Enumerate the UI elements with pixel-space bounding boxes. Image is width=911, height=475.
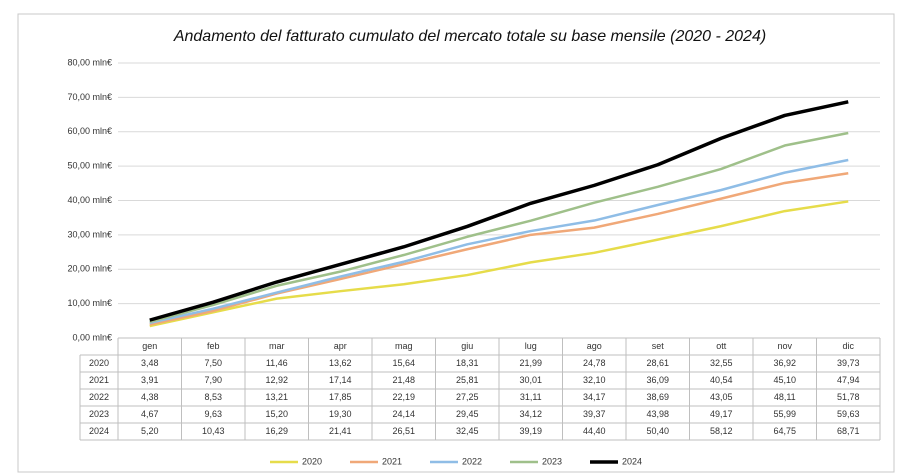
x-tick-label: ago [587, 341, 602, 351]
x-tick-label: mar [269, 341, 285, 351]
table-row-label: 2022 [89, 392, 109, 402]
table-cell: 21,99 [519, 358, 542, 368]
table-cell: 58,12 [710, 426, 733, 436]
legend-label: 2021 [382, 456, 402, 466]
table-cell: 59,63 [837, 409, 860, 419]
table-cell: 4,67 [141, 409, 159, 419]
x-tick-label: feb [207, 341, 220, 351]
table-cell: 7,50 [204, 358, 222, 368]
x-tick-label: mag [395, 341, 413, 351]
table-cell: 17,85 [329, 392, 352, 402]
table-cell: 3,48 [141, 358, 159, 368]
table-cell: 21,48 [392, 375, 415, 385]
table-cell: 36,92 [773, 358, 796, 368]
y-tick-label: 80,00 mln€ [67, 57, 112, 67]
y-tick-label: 30,00 mln€ [67, 229, 112, 239]
table-cell: 30,01 [519, 375, 542, 385]
table-cell: 22,19 [392, 392, 415, 402]
y-tick-label: 70,00 mln€ [67, 92, 112, 102]
x-tick-label: dic [842, 341, 854, 351]
table-cell: 34,12 [519, 409, 542, 419]
table-cell: 50,40 [646, 426, 669, 436]
table-cell: 43,98 [646, 409, 669, 419]
table-cell: 11,46 [266, 358, 288, 368]
y-tick-label: 50,00 mln€ [67, 161, 112, 171]
series-line [149, 100, 849, 322]
legend-label: 2020 [302, 456, 322, 466]
table-cell: 27,25 [456, 392, 479, 402]
y-tick-label: 20,00 mln€ [67, 264, 112, 274]
table-cell: 32,45 [456, 426, 479, 436]
chart-title: Andamento del fatturato cumulato del mer… [173, 28, 766, 45]
table-cell: 40,54 [710, 375, 733, 385]
table-cell: 29,45 [456, 409, 479, 419]
y-tick-label: 0,00 mln€ [72, 332, 112, 342]
table-cell: 26,51 [392, 426, 415, 436]
table-cell: 7,90 [204, 375, 222, 385]
x-tick-label: apr [334, 341, 347, 351]
table-row-label: 2023 [89, 409, 109, 419]
table-row-label: 2020 [89, 358, 109, 368]
table-cell: 19,30 [329, 409, 352, 419]
table-cell: 45,10 [773, 375, 796, 385]
table-row-label: 2024 [89, 426, 109, 436]
series-line [149, 200, 849, 328]
table-cell: 15,64 [392, 358, 415, 368]
table-cell: 47,94 [837, 375, 860, 385]
table-cell: 68,71 [837, 426, 860, 436]
y-tick-label: 40,00 mln€ [67, 195, 112, 205]
table-cell: 64,75 [773, 426, 796, 436]
y-tick-label: 60,00 mln€ [67, 126, 112, 136]
table-cell: 43,05 [710, 392, 733, 402]
table-cell: 21,41 [329, 426, 352, 436]
table-cell: 38,69 [646, 392, 669, 402]
table-cell: 10,43 [202, 426, 225, 436]
table-cell: 44,40 [583, 426, 606, 436]
table-cell: 28,61 [646, 358, 669, 368]
table-cell: 24,78 [583, 358, 606, 368]
table-cell: 8,53 [204, 392, 222, 402]
table-cell: 13,62 [329, 358, 352, 368]
table-cell: 51,78 [837, 392, 860, 402]
table-cell: 39,73 [837, 358, 860, 368]
table-cell: 39,19 [519, 426, 542, 436]
table-cell: 3,91 [141, 375, 159, 385]
table-cell: 25,81 [456, 375, 479, 385]
table-cell: 16,29 [265, 426, 288, 436]
y-tick-label: 10,00 mln€ [67, 298, 112, 308]
table-cell: 17,14 [329, 375, 352, 385]
table-cell: 32,10 [583, 375, 606, 385]
table-cell: 48,11 [774, 392, 796, 402]
table-cell: 39,37 [583, 409, 606, 419]
table-cell: 34,17 [583, 392, 606, 402]
x-tick-label: set [652, 341, 665, 351]
table-cell: 5,20 [141, 426, 159, 436]
x-tick-label: ott [716, 341, 727, 351]
table-cell: 12,92 [265, 375, 288, 385]
table-cell: 31,11 [520, 392, 542, 402]
x-tick-label: lug [525, 341, 537, 351]
table-row-label: 2021 [89, 375, 109, 385]
legend-label: 2023 [542, 456, 562, 466]
chart-frame [17, 13, 895, 473]
table-cell: 49,17 [710, 409, 733, 419]
table-cell: 15,20 [265, 409, 288, 419]
series-line [149, 131, 849, 324]
table-cell: 55,99 [773, 409, 796, 419]
x-tick-label: giu [461, 341, 473, 351]
x-tick-label: nov [777, 341, 792, 351]
table-cell: 9,63 [204, 409, 222, 419]
table-cell: 24,14 [392, 409, 415, 419]
table-cell: 4,38 [141, 392, 159, 402]
x-tick-label: gen [142, 341, 157, 351]
table-cell: 36,09 [646, 375, 669, 385]
table-cell: 13,21 [265, 392, 288, 402]
table-cell: 32,55 [710, 358, 733, 368]
legend-label: 2024 [622, 456, 642, 466]
series-line [149, 158, 849, 325]
table-cell: 18,31 [456, 358, 479, 368]
legend-label: 2022 [462, 456, 482, 466]
